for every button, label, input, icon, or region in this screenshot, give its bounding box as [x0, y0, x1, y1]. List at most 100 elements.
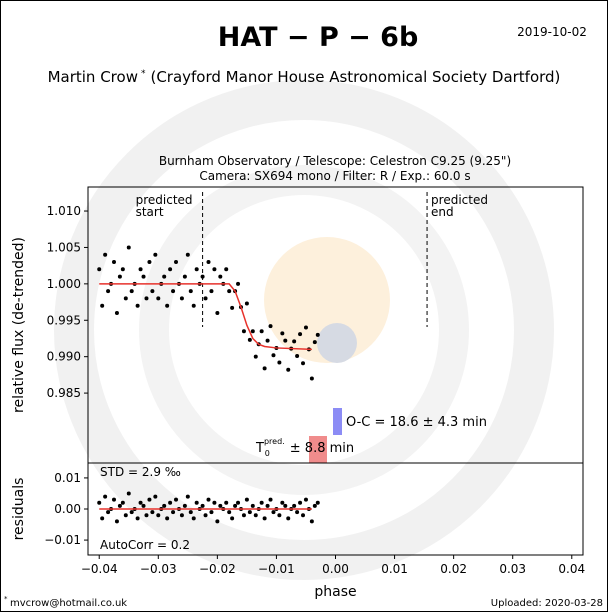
data-point	[126, 245, 131, 250]
data-point	[283, 503, 288, 508]
data-point	[236, 500, 241, 505]
data-point	[224, 500, 229, 505]
data-point	[253, 513, 258, 518]
footer-uploaded: Uploaded: 2020-03-28	[491, 598, 603, 609]
data-point	[241, 329, 246, 334]
data-point	[185, 494, 190, 499]
data-point	[247, 337, 252, 342]
data-point	[135, 303, 140, 308]
data-point	[259, 329, 264, 334]
data-point	[165, 303, 170, 308]
data-point	[141, 503, 146, 508]
data-point	[315, 500, 320, 505]
data-point	[150, 289, 155, 294]
data-point	[262, 516, 267, 521]
y-tick-label: 0.995	[47, 313, 81, 327]
data-point	[150, 510, 155, 515]
data-point	[100, 516, 105, 521]
data-point	[206, 497, 211, 502]
model-line	[99, 283, 312, 351]
data-point	[292, 503, 297, 508]
data-point	[203, 513, 208, 518]
data-point	[179, 513, 184, 518]
x-tick-label: −0.01	[258, 562, 295, 576]
data-point	[123, 513, 128, 518]
y-tick-label: 0.985	[47, 386, 81, 400]
y-axis-label: residuals	[11, 478, 27, 541]
data-point	[97, 267, 102, 272]
data-point	[280, 500, 285, 505]
data-point	[135, 516, 140, 521]
data-point	[236, 281, 241, 286]
planet-illustration	[317, 323, 357, 363]
data-point	[265, 503, 270, 508]
data-point	[250, 503, 255, 508]
x-tick-label: −0.03	[140, 562, 177, 576]
data-point	[129, 510, 134, 515]
data-point	[162, 503, 167, 508]
predicted-label: start	[136, 205, 164, 219]
y-tick-label: 1.005	[47, 240, 81, 254]
t0-label: Tpred. 0 ± 8.8 min	[255, 437, 354, 458]
data-point	[286, 516, 291, 521]
x-tick-label: 0.03	[499, 562, 526, 576]
data-point	[114, 310, 119, 315]
data-point	[259, 500, 264, 505]
data-point	[120, 500, 125, 505]
data-point	[114, 519, 119, 524]
data-point	[262, 366, 267, 371]
data-point	[179, 296, 184, 301]
affiliation: (Crayford Manor House Astronomical Socie…	[150, 68, 560, 86]
data-point	[230, 305, 235, 310]
data-point	[191, 303, 196, 308]
data-point	[209, 510, 214, 515]
data-point	[141, 274, 146, 279]
predicted-label: end	[431, 205, 454, 219]
data-point	[144, 513, 149, 518]
data-point	[111, 497, 116, 502]
data-point	[301, 361, 306, 366]
data-point	[233, 503, 238, 508]
data-point	[117, 274, 122, 279]
data-point	[156, 296, 161, 301]
data-point	[227, 289, 232, 294]
data-point	[162, 274, 167, 279]
footer-mark: *	[4, 595, 8, 603]
data-point	[212, 500, 217, 505]
data-point	[168, 267, 173, 272]
x-tick-label: −0.04	[81, 562, 118, 576]
data-point	[129, 289, 134, 294]
oc-label: O-C = 18.6 ± 4.3 min	[346, 415, 487, 430]
data-point	[194, 267, 199, 272]
data-point	[126, 491, 131, 496]
data-point	[265, 338, 270, 343]
t0-bar	[309, 436, 327, 463]
data-point	[111, 260, 116, 265]
x-tick-label: 0.01	[381, 562, 408, 576]
data-point	[182, 274, 187, 279]
t0-symbol: T	[255, 441, 264, 456]
data-point	[218, 503, 223, 508]
data-point	[247, 510, 252, 515]
t0-sub: 0	[265, 449, 270, 458]
data-point	[185, 252, 190, 257]
y-axis-label: relative flux (de-trended)	[11, 237, 27, 413]
data-point	[250, 329, 255, 334]
predicted-label: predicted	[431, 193, 488, 207]
data-point	[153, 252, 158, 257]
data-point	[165, 516, 170, 521]
oc-bar	[333, 408, 342, 435]
x-tick-label: 0.00	[322, 562, 349, 576]
data-point	[120, 267, 125, 272]
x-tick-label: 0.02	[440, 562, 467, 576]
data-point	[312, 340, 317, 345]
y-tick-label: 0.00	[54, 502, 81, 516]
data-point	[292, 339, 297, 344]
data-point	[244, 497, 249, 502]
star-illustration	[264, 237, 390, 363]
data-point	[215, 310, 220, 315]
y-tick-label: 1.010	[47, 204, 81, 218]
watermark	[54, 80, 554, 580]
data-point	[227, 510, 232, 515]
